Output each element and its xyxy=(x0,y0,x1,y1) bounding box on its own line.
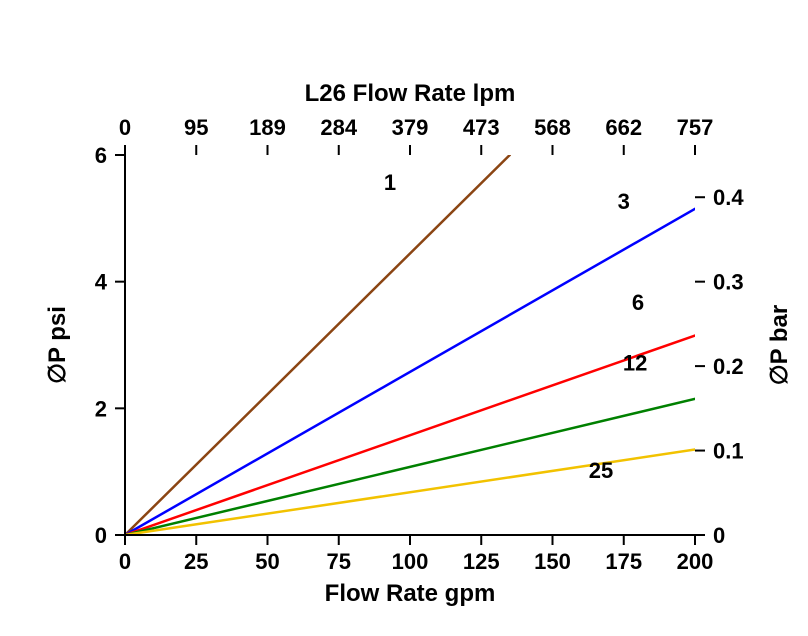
y-left-tick-label: 4 xyxy=(95,270,108,295)
series-label-12: 12 xyxy=(623,350,647,375)
y-left-tick-label: 6 xyxy=(95,143,107,168)
x-bottom-tick-label: 75 xyxy=(327,549,351,574)
x-bottom-tick-label: 0 xyxy=(119,549,131,574)
x-bottom-tick-label: 175 xyxy=(605,549,642,574)
y-right-tick-label: 0 xyxy=(713,523,725,548)
y-right-tick-label: 0.1 xyxy=(713,439,744,464)
y-right-tick-label: 0.3 xyxy=(713,270,744,295)
x-top-tick-label: 284 xyxy=(320,115,357,140)
series-label-6: 6 xyxy=(632,290,644,315)
y-right-tick-label: 0.4 xyxy=(713,185,744,210)
x-top-tick-label: 189 xyxy=(249,115,286,140)
x-bottom-tick-label: 125 xyxy=(463,549,500,574)
x-bottom-tick-label: 200 xyxy=(677,549,714,574)
x-bottom-tick-label: 50 xyxy=(255,549,279,574)
series-label-3: 3 xyxy=(618,189,630,214)
y-right-tick-label: 0.2 xyxy=(713,354,744,379)
x-bottom-tick-label: 100 xyxy=(392,549,429,574)
series-label-1: 1 xyxy=(384,170,396,195)
y-right-axis-label: ∅P bar xyxy=(766,305,793,386)
x-top-tick-label: 568 xyxy=(534,115,571,140)
x-bottom-tick-label: 25 xyxy=(184,549,208,574)
x-bottom-axis-label: Flow Rate gpm xyxy=(325,580,496,607)
x-top-tick-label: 0 xyxy=(119,115,131,140)
chart-title: L26 Flow Rate lpm xyxy=(305,80,516,107)
x-top-tick-label: 379 xyxy=(392,115,429,140)
series-label-25: 25 xyxy=(589,458,613,483)
y-left-tick-label: 0 xyxy=(95,523,107,548)
x-bottom-tick-label: 150 xyxy=(534,549,571,574)
x-top-tick-label: 95 xyxy=(184,115,208,140)
x-top-tick-label: 662 xyxy=(605,115,642,140)
y-left-axis-label: ∅P psi xyxy=(44,306,71,384)
x-top-tick-label: 473 xyxy=(463,115,500,140)
chart-svg: 0255075100125150175200Flow Rate gpm09518… xyxy=(0,0,808,636)
x-top-tick-label: 757 xyxy=(677,115,714,140)
chart-container: 0255075100125150175200Flow Rate gpm09518… xyxy=(0,0,808,636)
y-left-tick-label: 2 xyxy=(95,396,107,421)
